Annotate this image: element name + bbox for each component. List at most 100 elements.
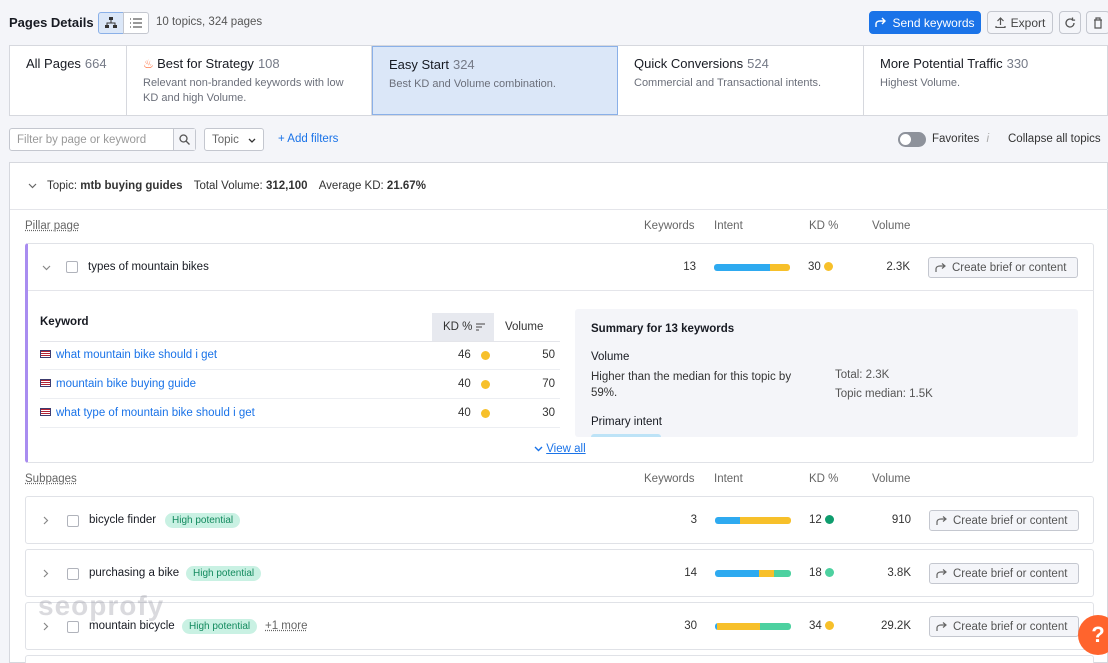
list-view-toggle[interactable] (123, 12, 149, 34)
send-keywords-button[interactable]: Send keywords (869, 11, 981, 34)
tab-more-potential-traffic[interactable]: More Potential Traffic 330 Highest Volume… (880, 56, 1029, 89)
share-icon (936, 515, 947, 525)
topic-header[interactable]: Topic: mtb buying guides Total Volume: 3… (10, 163, 1108, 210)
subpage-checkbox[interactable] (67, 568, 79, 580)
tab-best-for-strategy[interactable]: ♨ Best for Strategy 108 Relevant non-bran… (127, 46, 372, 115)
create-brief-button[interactable]: Create brief or content (928, 257, 1078, 278)
intent-informational (714, 264, 771, 271)
subpage-name: purchasing a bike (89, 567, 180, 579)
kd-dot (481, 351, 490, 360)
create-brief-button[interactable]: Create brief or content (929, 563, 1079, 584)
segment-tabs: All Pages 664 ♨ Best for Strategy 108 Rele… (9, 45, 1108, 116)
refresh-button[interactable] (1059, 11, 1081, 34)
intent-bar (715, 517, 791, 524)
kd-dot (825, 515, 834, 524)
keyword-link[interactable]: what mountain bike should i get (56, 349, 218, 361)
subpage-checkbox[interactable] (67, 515, 79, 527)
subpage-row[interactable]: mountain bicycle High potential +1 more … (25, 602, 1094, 650)
tab-easy-start[interactable]: Easy Start 324 Best KD and Volume combina… (372, 46, 618, 115)
pillar-keywords: 13 (683, 261, 696, 273)
intent-informational (715, 517, 741, 524)
keyword-link[interactable]: what type of mountain bike should i get (56, 407, 255, 419)
intent-bar (715, 570, 791, 577)
search-button[interactable] (173, 129, 195, 150)
share-icon (935, 262, 946, 272)
subpage-row[interactable]: purchasing a bike High potential 14 18 3… (25, 549, 1094, 597)
average-kd: 21.67% (386, 180, 426, 192)
fire-icon: ♨ (143, 57, 154, 71)
pillar-page-card: types of mountain bikes 13 30 2.3K Creat… (25, 243, 1094, 463)
pillar-checkbox[interactable] (66, 261, 78, 273)
intent-bar (715, 623, 791, 630)
view-all-link[interactable]: View all (534, 443, 586, 455)
search-icon (179, 134, 190, 145)
topic-select[interactable]: Topic (204, 128, 264, 151)
topic-panel: Topic: mtb buying guides Total Volume: 3… (9, 162, 1108, 663)
page-title: Pages Details (9, 15, 94, 30)
kd-dot (825, 568, 834, 577)
subpage-name: mountain bicycle (89, 620, 175, 632)
sort-icon (476, 323, 485, 331)
header: Pages Details 10 topics, 324 pages Send … (0, 0, 1108, 44)
keyword-summary: Summary for 13 keywords Volume Higher th… (575, 309, 1078, 437)
create-brief-button[interactable]: Create brief or content (929, 510, 1079, 531)
col-kd: KD % (809, 220, 839, 232)
share-icon (936, 568, 947, 578)
refresh-icon (1065, 17, 1076, 28)
trash-icon (1094, 16, 1102, 29)
subpage-row[interactable]: bicycle finder High potential 3 12 910 C… (25, 496, 1094, 544)
subpages-label: Subpages (25, 473, 77, 485)
keyword-row: what type of mountain bike should i get … (40, 400, 560, 428)
kw-col-keyword: Keyword (40, 316, 89, 328)
forward-icon (875, 17, 887, 27)
intent-informational (715, 570, 760, 577)
pillar-page-label: Pillar page (25, 220, 80, 232)
us-flag-icon (40, 379, 51, 387)
pillar-row[interactable]: types of mountain bikes 13 30 2.3K Creat… (28, 244, 1094, 291)
add-filters-link[interactable]: + Add filters (278, 133, 339, 145)
upload-icon (995, 17, 1006, 28)
tab-quick-conversions[interactable]: Quick Conversions 524 Commercial and Tran… (618, 46, 864, 115)
export-button[interactable]: Export (987, 11, 1053, 34)
subpage-checkbox[interactable] (67, 621, 79, 633)
potential-badge: High potential (186, 566, 262, 581)
keyword-link[interactable]: mountain bike buying guide (56, 378, 197, 390)
kw-col-kd-sort[interactable]: KD % (432, 313, 494, 341)
delete-button[interactable] (1086, 11, 1108, 34)
search-input[interactable]: Filter by page or keyword (9, 128, 196, 151)
col-intent: Intent (714, 220, 743, 232)
subpage-name: bicycle finder (89, 514, 157, 526)
intent-commercial (759, 570, 775, 577)
collapse-all-button[interactable]: Collapse all topics (1008, 133, 1101, 145)
keyword-row: what mountain bike should i get 46 50 (40, 342, 560, 370)
kd-dot (825, 621, 834, 630)
total-volume: 312,100 (265, 180, 308, 192)
more-badges-link[interactable]: +1 more (265, 620, 308, 632)
topic-page-count: 10 topics, 324 pages (156, 16, 263, 28)
intent-transactional (759, 623, 791, 630)
col-volume: Volume (872, 220, 911, 232)
kd-dot (481, 409, 490, 418)
pillar-page-name: types of mountain bikes (88, 261, 209, 273)
pillar-volume: 2.3K (886, 261, 910, 273)
share-icon (936, 621, 947, 631)
chevron-right-icon (43, 516, 49, 525)
tree-view-toggle[interactable] (98, 12, 124, 34)
tab-all-pages[interactable]: All Pages 664 (10, 46, 127, 115)
col-volume: Volume (872, 473, 911, 485)
chevron-right-icon (43, 622, 49, 631)
col-keywords: Keywords (644, 220, 695, 232)
keyword-row: mountain bike buying guide 40 70 (40, 371, 560, 399)
potential-badge: High potential (182, 619, 258, 634)
hierarchy-icon (105, 17, 117, 28)
favorites-toggle[interactable] (898, 132, 926, 147)
intent-transactional (774, 570, 791, 577)
chevron-down-icon (28, 183, 37, 189)
col-keywords: Keywords (644, 473, 695, 485)
subpage-row[interactable] (25, 655, 1094, 663)
intent-bar (714, 264, 790, 271)
create-brief-button[interactable]: Create brief or content (929, 616, 1079, 637)
chevron-down-icon (534, 446, 543, 452)
help-button[interactable]: ? (1078, 615, 1108, 655)
col-intent: Intent (714, 473, 743, 485)
